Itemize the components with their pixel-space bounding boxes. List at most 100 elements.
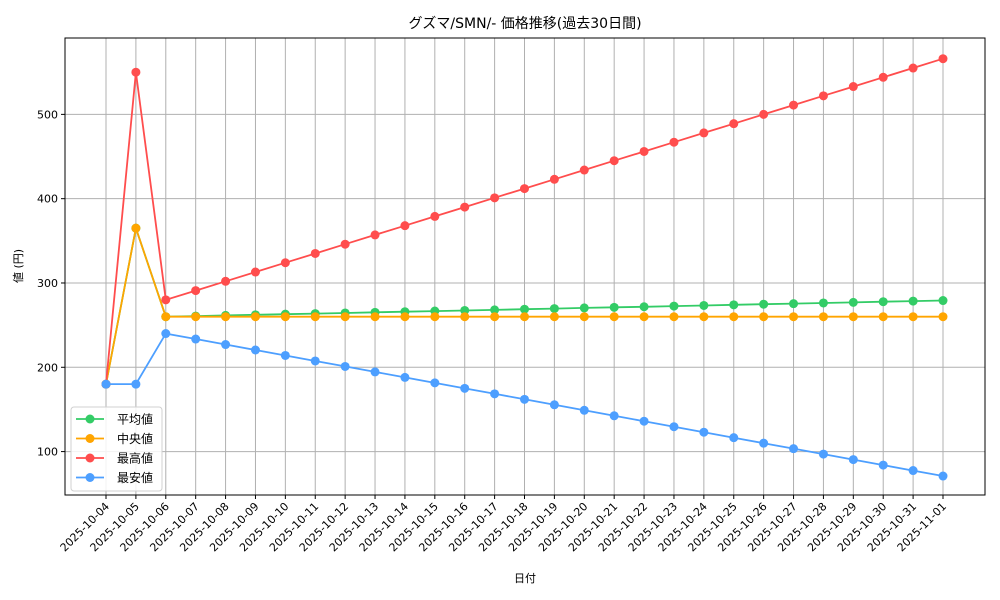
- data-point: [490, 305, 500, 315]
- data-point: [848, 455, 858, 465]
- data-point: [161, 295, 171, 305]
- legend-item: 中央値: [76, 431, 153, 446]
- legend-marker-icon: [85, 434, 95, 443]
- data-point: [878, 312, 888, 322]
- data-point: [938, 296, 948, 306]
- data-point: [908, 466, 918, 476]
- data-point: [400, 312, 410, 322]
- y-axis-label: 値 (円): [12, 249, 25, 283]
- data-point: [340, 361, 350, 371]
- data-point: [579, 303, 589, 313]
- data-point: [729, 312, 739, 322]
- data-point: [400, 221, 410, 231]
- data-point: [848, 312, 858, 322]
- data-point: [520, 312, 529, 322]
- data-point: [549, 174, 559, 184]
- data-point: [340, 312, 350, 322]
- series-中央値: [101, 223, 948, 389]
- data-point: [460, 202, 470, 212]
- data-point: [759, 299, 769, 309]
- data-point: [818, 312, 828, 322]
- data-point: [191, 334, 201, 344]
- data-point: [250, 345, 260, 355]
- data-point: [579, 312, 589, 322]
- data-point: [161, 329, 171, 339]
- data-point: [520, 184, 529, 194]
- chart-title: グズマ/SMN/- 価格推移(過去30日間): [408, 16, 641, 32]
- data-point: [699, 427, 709, 437]
- data-point: [221, 312, 231, 322]
- data-point: [639, 416, 649, 426]
- data-point: [490, 389, 500, 399]
- data-point: [729, 433, 739, 443]
- data-point: [280, 312, 290, 322]
- data-point: [908, 63, 918, 73]
- data-point: [430, 378, 440, 388]
- data-point: [609, 156, 619, 166]
- data-point: [938, 312, 948, 322]
- data-point: [460, 383, 470, 393]
- data-point: [609, 411, 619, 421]
- legend-item: 最安値: [76, 470, 153, 485]
- data-point: [370, 367, 380, 377]
- data-point: [191, 286, 201, 296]
- data-point: [250, 267, 260, 277]
- data-point: [699, 300, 709, 310]
- y-axis: 100 200 300 400 500: [37, 108, 65, 459]
- data-point: [520, 304, 529, 314]
- data-point: [549, 304, 559, 314]
- x-axis: 2025-10-042025-10-052025-10-062025-10-07…: [58, 495, 949, 554]
- data-point: [430, 312, 440, 322]
- data-point: [759, 109, 769, 119]
- data-point: [818, 449, 828, 459]
- data-point: [490, 193, 500, 203]
- data-point: [759, 438, 769, 448]
- y-tick-label: 400: [37, 193, 58, 206]
- data-point: [161, 312, 171, 322]
- y-tick-label: 100: [37, 446, 58, 459]
- data-point: [430, 211, 440, 221]
- legend-marker-icon: [85, 473, 95, 482]
- data-point: [340, 239, 350, 249]
- data-point: [818, 298, 828, 308]
- data-point: [131, 379, 141, 389]
- y-tick-label: 500: [37, 108, 58, 121]
- data-point: [609, 302, 619, 312]
- data-point: [639, 302, 649, 312]
- data-point: [460, 312, 470, 322]
- x-axis-label: 日付: [514, 572, 536, 585]
- data-point: [310, 312, 320, 322]
- data-point: [310, 248, 320, 258]
- data-point: [579, 165, 589, 175]
- data-point: [280, 258, 290, 268]
- data-point: [789, 444, 799, 454]
- legend-label: 最高値: [117, 451, 153, 466]
- legend-marker-icon: [85, 414, 95, 424]
- data-point: [191, 312, 201, 322]
- data-point: [609, 312, 619, 322]
- data-point: [520, 394, 529, 404]
- data-point: [878, 460, 888, 470]
- data-point: [938, 471, 948, 481]
- legend-item: 最高値: [76, 451, 153, 466]
- data-point: [818, 91, 828, 101]
- data-point: [221, 340, 231, 350]
- data-point: [669, 301, 679, 311]
- data-series: [101, 54, 948, 481]
- data-point: [460, 305, 470, 315]
- data-point: [699, 128, 709, 138]
- data-point: [639, 312, 649, 322]
- legend-label: 平均値: [117, 412, 153, 427]
- data-point: [878, 72, 888, 82]
- data-point: [789, 312, 799, 322]
- data-point: [848, 297, 858, 307]
- data-point: [699, 312, 709, 322]
- data-point: [669, 422, 679, 432]
- data-point: [908, 312, 918, 322]
- data-point: [131, 223, 141, 233]
- data-point: [639, 146, 649, 156]
- data-point: [310, 356, 320, 366]
- data-point: [669, 137, 679, 147]
